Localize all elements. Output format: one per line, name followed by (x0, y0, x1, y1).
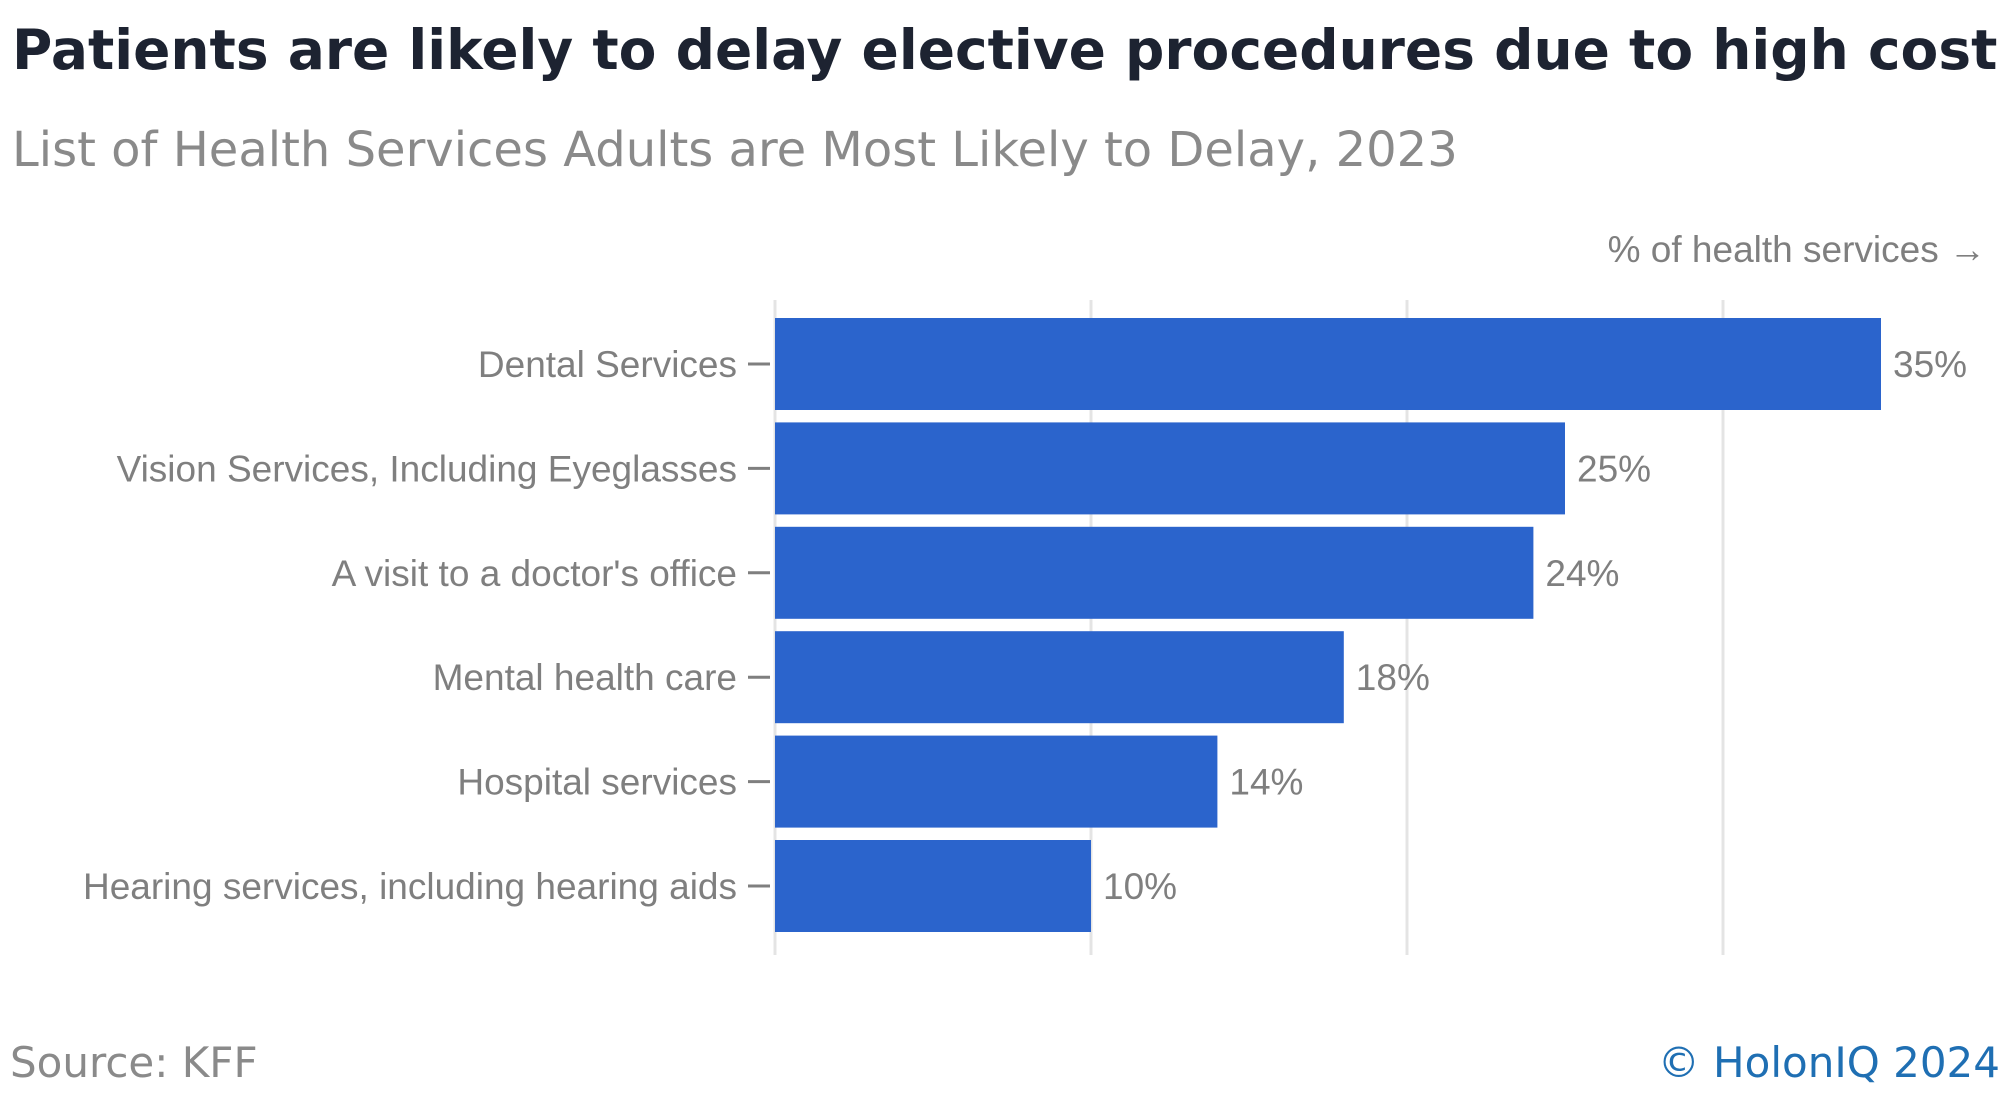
bar-group: Vision Services, Including Eyeglasses 25% (117, 422, 1651, 515)
category-label: Dental Services (478, 344, 737, 385)
value-label: 25% (1577, 448, 1651, 489)
chart-title: Patients are likely to delay elective pr… (12, 18, 2000, 82)
x-axis-label: % of health services → (1608, 229, 1986, 270)
category-label: Vision Services, Including Eyeglasses (117, 448, 737, 489)
value-label: 14% (1229, 762, 1303, 803)
bar-group: Hospital services 14% (457, 735, 1303, 828)
bar (775, 422, 1565, 515)
value-label: 10% (1103, 866, 1177, 907)
category-label: Mental health care (433, 657, 737, 698)
copyright-credit: © HolonIQ 2024 (1657, 1038, 2000, 1087)
bar-group: Dental Services 35% (478, 318, 1967, 410)
bar (775, 318, 1881, 410)
category-label: Hearing services, including hearing aids (83, 866, 737, 907)
value-label: 24% (1545, 553, 1619, 594)
source-note: Source: KFF (10, 1038, 258, 1087)
bar (775, 631, 1344, 724)
value-label: 35% (1893, 344, 1967, 385)
bar (775, 840, 1091, 932)
bars: Dental Services 35% Vision Services, Inclu… (83, 318, 1967, 932)
bar-group: A visit to a doctor's office 24% (332, 526, 1619, 619)
bar-chart: % of health services → Dental Services 35… (83, 229, 1986, 955)
bar-group: Mental health care 18% (433, 631, 1430, 724)
bar-group: Hearing services, including hearing aids… (83, 840, 1177, 932)
category-label: A visit to a doctor's office (332, 553, 737, 594)
value-label: 18% (1356, 657, 1430, 698)
chart-subtitle: List of Health Services Adults are Most … (12, 122, 1458, 178)
category-label: Hospital services (457, 762, 737, 803)
bar (775, 526, 1534, 619)
bar (775, 735, 1218, 828)
